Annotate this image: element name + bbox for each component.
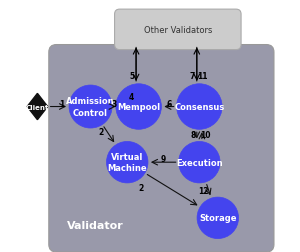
Circle shape: [178, 142, 220, 183]
Circle shape: [116, 84, 161, 130]
Text: Storage: Storage: [199, 213, 237, 223]
Text: Consensus: Consensus: [174, 103, 224, 112]
Text: 6: 6: [166, 99, 172, 108]
Text: Mempool: Mempool: [117, 103, 160, 112]
Circle shape: [197, 197, 239, 239]
Text: 12: 12: [199, 186, 209, 195]
Text: Virtual
Machine: Virtual Machine: [107, 152, 147, 173]
Text: 11: 11: [197, 72, 208, 81]
Text: 7: 7: [189, 72, 194, 81]
Text: Execution: Execution: [176, 158, 223, 167]
Text: 2: 2: [139, 183, 144, 192]
Text: Other Validators: Other Validators: [144, 26, 212, 35]
Text: 4: 4: [128, 92, 134, 102]
Text: 3: 3: [112, 99, 117, 108]
Circle shape: [106, 142, 148, 183]
Text: 2: 2: [98, 128, 103, 137]
Text: Client: Client: [26, 104, 49, 110]
Text: 8: 8: [190, 130, 196, 139]
FancyBboxPatch shape: [115, 10, 241, 50]
Text: 5: 5: [130, 72, 135, 81]
Text: 9: 9: [161, 155, 166, 164]
Circle shape: [177, 84, 222, 130]
Text: Admission
Control: Admission Control: [66, 97, 115, 117]
Text: 10: 10: [200, 130, 211, 139]
Circle shape: [69, 86, 112, 129]
Polygon shape: [27, 94, 48, 120]
Text: 1: 1: [59, 100, 64, 109]
FancyBboxPatch shape: [49, 45, 274, 252]
Text: Validator: Validator: [67, 220, 123, 231]
